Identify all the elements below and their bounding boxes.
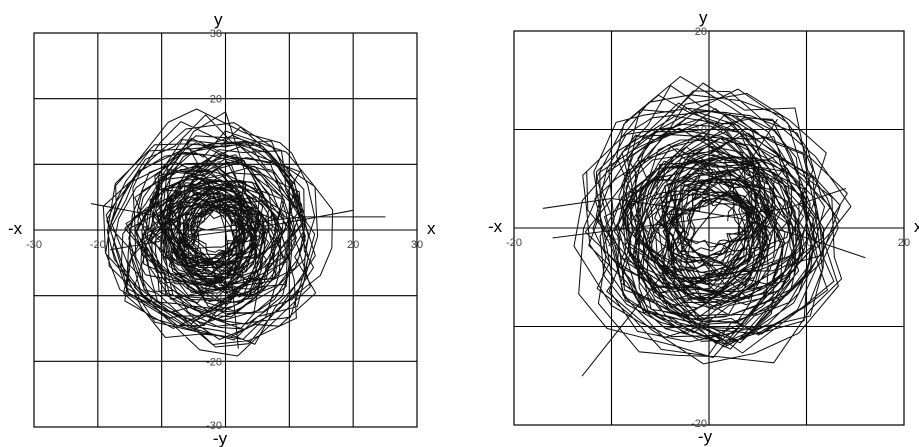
grid [514, 31, 904, 425]
y-tick-label: 20 [210, 94, 222, 106]
left-trajectory-plot: -30 -20 -10 10 20 30 30 20 10 -10 -20 -30 y -y -x x [8, 10, 436, 447]
y-axis-negative-label: -y [698, 427, 713, 446]
x-tick-label: -20 [90, 239, 106, 251]
x-tick-label: 10 [800, 237, 812, 249]
plot-frame [33, 32, 418, 428]
x-tick-label: 20 [347, 239, 359, 251]
y-tick-label: 20 [695, 26, 707, 38]
y-tick-label: -10 [206, 291, 222, 303]
y-tick-label: -20 [691, 418, 707, 430]
y-axis-negative-label: -y [213, 429, 228, 447]
y-tick-label: 30 [210, 28, 222, 40]
y-axis-label: y [214, 10, 223, 29]
x-tick-label: 30 [411, 239, 423, 251]
trajectory-curve [573, 76, 852, 365]
trajectory-stroke [552, 188, 847, 239]
y-tick-label: -20 [206, 356, 222, 368]
x-tick-label: 10 [283, 239, 295, 251]
y-axis-label: y [699, 8, 708, 27]
y-tick-label: 10 [210, 159, 222, 171]
trajectory-stroke [542, 197, 866, 259]
y-tick-label: 10 [695, 125, 707, 137]
x-tick-label: -10 [154, 239, 170, 251]
x-axis-negative-label: -x [8, 219, 23, 238]
trajectory-stroke [186, 144, 239, 349]
x-axis-label: x [427, 219, 436, 238]
x-axis-negative-label: -x [488, 217, 503, 236]
x-tick-label: -30 [26, 239, 42, 251]
x-axis-label: x [914, 217, 919, 236]
trajectory-stroke [581, 119, 778, 377]
right-trajectory-plot: -20 -10 10 20 20 10 -10 -20 y -y -x x [488, 8, 919, 446]
plot-frame [513, 30, 905, 426]
trajectory-stroke [161, 111, 246, 270]
x-tick-label: 20 [898, 237, 910, 249]
x-tick-label: -20 [506, 237, 522, 249]
y-tick-label: -10 [691, 322, 707, 334]
x-tick-label: -10 [604, 237, 620, 249]
y-tick-label: -30 [206, 420, 222, 432]
trajectory-curve [102, 108, 334, 357]
